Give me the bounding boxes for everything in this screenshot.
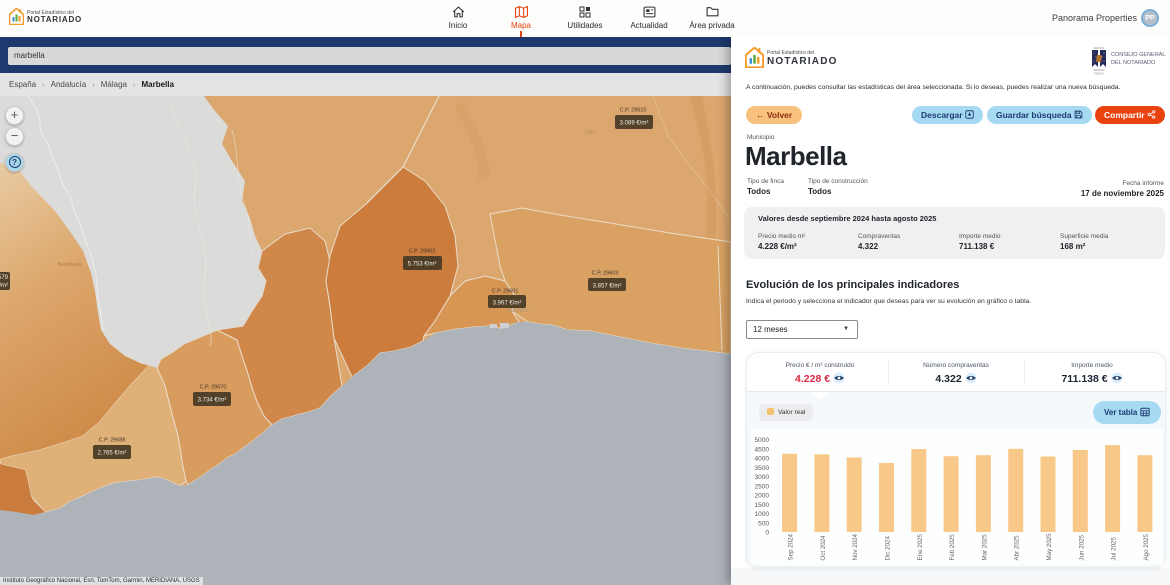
svg-text:4500: 4500 bbox=[755, 446, 770, 453]
svg-text:Jun 2025: Jun 2025 bbox=[1078, 534, 1085, 560]
svg-text:4000: 4000 bbox=[755, 456, 770, 463]
svg-text:500: 500 bbox=[758, 520, 769, 527]
svg-text:SEMPER: SEMPER bbox=[1094, 68, 1105, 72]
svg-text:Marbella: Marbella bbox=[506, 308, 530, 314]
svg-text:FIDELIS: FIDELIS bbox=[1094, 72, 1104, 76]
svg-text:2.765 €/m²: 2.765 €/m² bbox=[98, 451, 127, 457]
svg-text:3.089 €/m²: 3.089 €/m² bbox=[620, 121, 649, 127]
svg-text:3.857 €/m²: 3.857 €/m² bbox=[593, 284, 622, 290]
svg-text:C.P. 29610: C.P. 29610 bbox=[620, 108, 647, 114]
svg-text:Dic 2024: Dic 2024 bbox=[885, 536, 892, 561]
svg-text:Mar 2025: Mar 2025 bbox=[981, 534, 988, 561]
svg-text:C.P. 29601: C.P. 29601 bbox=[492, 289, 519, 295]
svg-text:Ene 2025: Ene 2025 bbox=[917, 533, 924, 560]
svg-text:3.967 €/m²: 3.967 €/m² bbox=[493, 301, 522, 307]
svg-text:5.753 €/m²: 5.753 €/m² bbox=[408, 262, 437, 268]
svg-text:Sep 2024: Sep 2024 bbox=[788, 533, 795, 560]
svg-text:Abr 2025: Abr 2025 bbox=[1014, 535, 1021, 561]
svg-text:Ojén: Ojén bbox=[585, 130, 596, 136]
svg-text:Nov 2024: Nov 2024 bbox=[852, 533, 859, 560]
svg-text:3.734 €/m²: 3.734 €/m² bbox=[198, 398, 227, 404]
svg-text:Ago 2025: Ago 2025 bbox=[1143, 533, 1150, 560]
svg-text:1000: 1000 bbox=[755, 511, 770, 518]
svg-text:1500: 1500 bbox=[755, 502, 770, 509]
svg-text:C.P. 29670: C.P. 29670 bbox=[200, 385, 227, 391]
svg-text:C.P. 29602: C.P. 29602 bbox=[409, 249, 436, 255]
svg-text:3500: 3500 bbox=[755, 465, 770, 472]
svg-text:Oct 2024: Oct 2024 bbox=[820, 535, 827, 561]
svg-text:579: 579 bbox=[0, 275, 9, 281]
svg-text:Feb 2025: Feb 2025 bbox=[949, 534, 956, 561]
svg-text:C.P. 29688: C.P. 29688 bbox=[99, 438, 126, 444]
svg-text:3000: 3000 bbox=[755, 474, 770, 481]
svg-text:2500: 2500 bbox=[755, 483, 770, 490]
svg-text:May 2025: May 2025 bbox=[1046, 533, 1053, 561]
svg-text:0: 0 bbox=[765, 530, 769, 537]
svg-text:C.P. 29603: C.P. 29603 bbox=[592, 271, 619, 277]
svg-text:Jul 2025: Jul 2025 bbox=[1111, 537, 1118, 561]
svg-text:ESPAÑA: ESPAÑA bbox=[1094, 45, 1105, 50]
svg-text:5000: 5000 bbox=[755, 437, 770, 444]
svg-text:€/m²: €/m² bbox=[0, 283, 8, 289]
svg-text:2000: 2000 bbox=[755, 493, 770, 500]
svg-text:Benahavís: Benahavís bbox=[58, 262, 82, 268]
